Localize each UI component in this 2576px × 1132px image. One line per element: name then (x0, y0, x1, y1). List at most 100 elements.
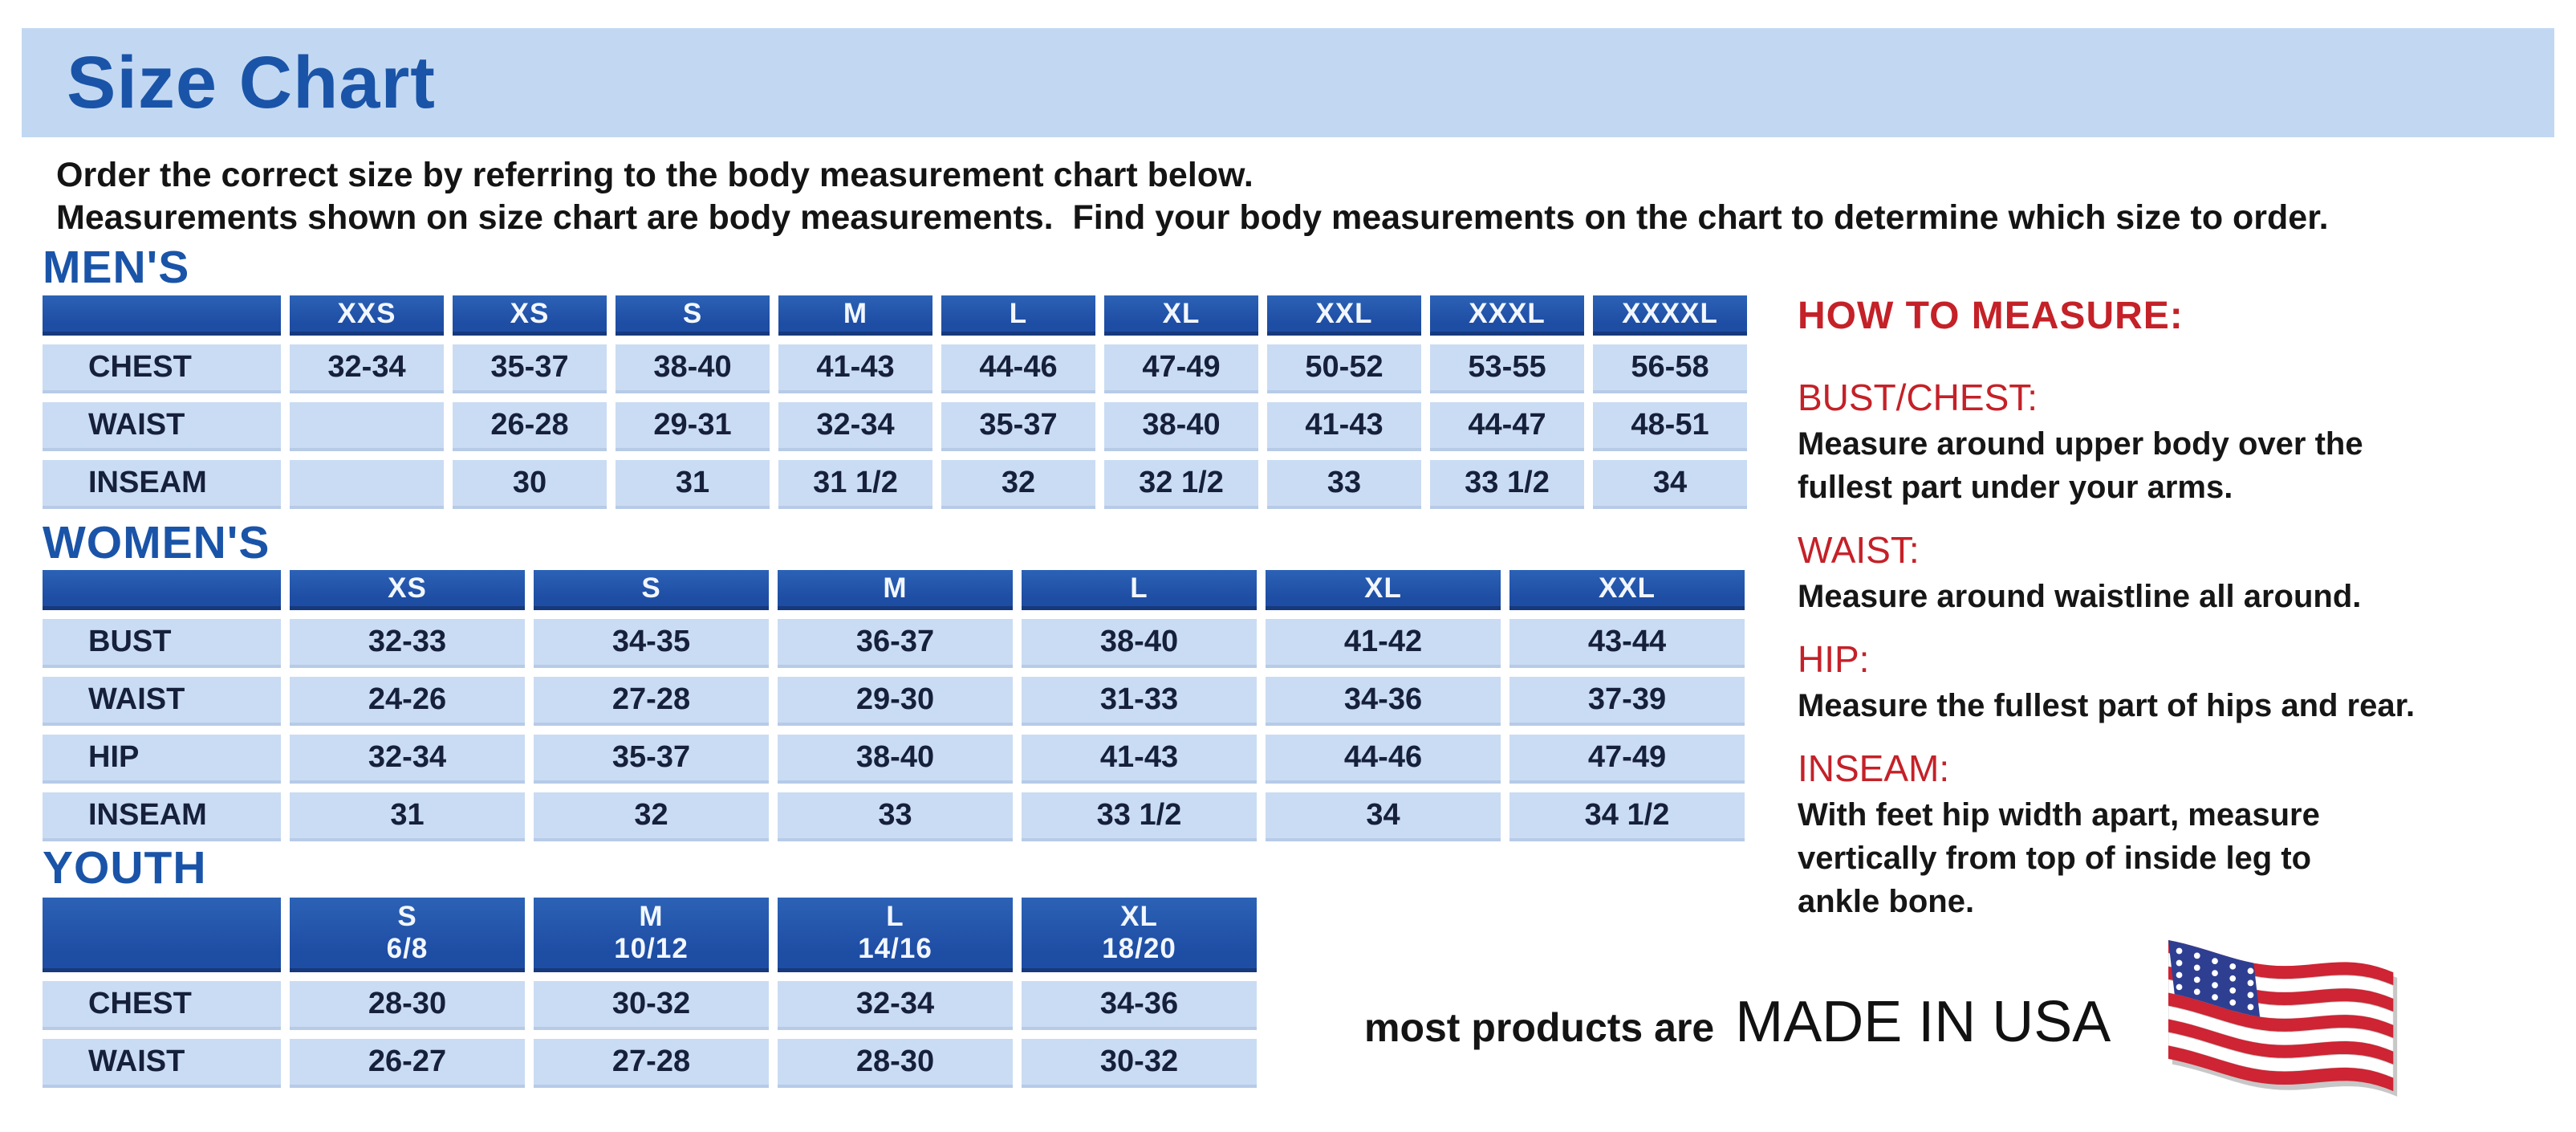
made-in-usa-prefix: most products are (1364, 1005, 1715, 1050)
size-value-cell: 31 (616, 460, 770, 509)
mens-size-table: XXS XS S M L XL XXL XXXL XXXXL CHEST 32-34 35-37 38-… (43, 295, 1747, 509)
size-column-header: S (616, 295, 770, 336)
measure-item-inseam: INSEAM: With feet hip width apart, measu… (1798, 745, 2568, 923)
size-value-cell: 31 (290, 792, 525, 841)
size-value-cell: 32 1/2 (1104, 460, 1258, 509)
size-value-cell: 38-40 (616, 344, 770, 393)
row-label-cell: CHEST (43, 981, 281, 1030)
size-value-cell: 29-30 (778, 677, 1013, 726)
size-value-cell: 30-32 (534, 981, 769, 1030)
size-value-cell: 34 (1266, 792, 1501, 841)
how-to-measure-heading: HOW TO MEASURE: (1798, 295, 2184, 337)
size-value-cell: 37-39 (1509, 677, 1745, 726)
size-value-cell: 27-28 (534, 1039, 769, 1088)
size-column-header: XL 18/20 (1022, 898, 1257, 972)
size-column-header: L 14/16 (778, 898, 1013, 972)
row-label-cell: WAIST (43, 402, 281, 451)
size-value-cell: 26-27 (290, 1039, 525, 1088)
size-value-cell: 44-46 (1266, 735, 1501, 784)
size-value-cell: 44-46 (941, 344, 1095, 393)
size-value-cell: 29-31 (616, 402, 770, 451)
size-column-header: XXXL (1430, 295, 1584, 336)
size-value-cell: 33 1/2 (1022, 792, 1257, 841)
size-value-cell: 32-33 (290, 619, 525, 668)
intro-line-2: Measurements shown on size chart are bod… (56, 198, 2329, 237)
youth-section-heading: YOUTH (43, 842, 207, 894)
size-value-cell: 34 (1593, 460, 1747, 509)
size-value-cell: 41-43 (778, 344, 932, 393)
us-flag-icon (2168, 923, 2401, 1118)
measure-label: BUST/CHEST: (1798, 377, 2038, 418)
measure-item-waist: WAIST: Measure around waistline all arou… (1798, 527, 2568, 618)
size-value-cell: 27-28 (534, 677, 769, 726)
size-column-header: L (1022, 570, 1257, 610)
intro-text: Order the correct size by referring to t… (56, 154, 2528, 239)
size-value-cell: 41-43 (1267, 402, 1421, 451)
size-column-header: L (941, 295, 1095, 336)
row-label-cell: WAIST (43, 677, 281, 726)
size-column-header: XS (290, 570, 525, 610)
measure-text: With feet hip width apart, measure verti… (1798, 797, 2320, 919)
size-column-header: M (778, 570, 1013, 610)
size-column-header: XL (1266, 570, 1501, 610)
page-title-bar: Size Chart (22, 28, 2554, 137)
size-value-cell: 32-34 (290, 735, 525, 784)
size-value-cell: 32-34 (290, 344, 444, 393)
measure-text: Measure around upper body over the fulle… (1798, 426, 2363, 505)
size-column-header: XXXXL (1593, 295, 1747, 336)
size-value-cell (290, 460, 444, 509)
measure-label: INSEAM: (1798, 747, 1950, 789)
size-value-cell: 34-35 (534, 619, 769, 668)
size-value-cell: 32 (941, 460, 1095, 509)
size-column-header: XXL (1509, 570, 1745, 610)
row-label-cell: INSEAM (43, 460, 281, 509)
size-value-cell: 36-37 (778, 619, 1013, 668)
size-value-cell: 32-34 (778, 402, 932, 451)
size-value-cell: 53-55 (1430, 344, 1584, 393)
size-column-header: M 10/12 (534, 898, 769, 972)
size-value-cell: 24-26 (290, 677, 525, 726)
made-in-usa-text: MADE IN USA (1735, 990, 2111, 1054)
size-value-cell: 35-37 (941, 402, 1095, 451)
size-column-header: XS (453, 295, 607, 336)
intro-line-1: Order the correct size by referring to t… (56, 156, 1253, 194)
size-value-cell: 38-40 (778, 735, 1013, 784)
size-value-cell: 32-34 (778, 981, 1013, 1030)
size-value-cell: 47-49 (1104, 344, 1258, 393)
size-value-cell: 38-40 (1022, 619, 1257, 668)
size-value-cell: 33 (778, 792, 1013, 841)
size-column-header: S 6/8 (290, 898, 525, 972)
size-value-cell: 47-49 (1509, 735, 1745, 784)
size-value-cell: 28-30 (778, 1039, 1013, 1088)
size-value-cell: 28-30 (290, 981, 525, 1030)
size-value-cell: 43-44 (1509, 619, 1745, 668)
table-corner-cell (43, 570, 281, 610)
size-value-cell: 44-47 (1430, 402, 1584, 451)
page-title: Size Chart (67, 42, 436, 124)
table-corner-cell (43, 898, 281, 972)
size-value-cell: 26-28 (453, 402, 607, 451)
made-in-usa-line: most products are MADE IN USA (1364, 989, 2111, 1055)
table-corner-cell (43, 295, 281, 336)
row-label-cell: BUST (43, 619, 281, 668)
womens-section-heading: WOMEN'S (43, 517, 270, 568)
size-value-cell: 34 1/2 (1509, 792, 1745, 841)
youth-size-table: S 6/8 M 10/12 L 14/16 XL 18/20 CHEST 28-30 30-… (43, 898, 1257, 1088)
size-value-cell: 50-52 (1267, 344, 1421, 393)
size-column-header: M (778, 295, 932, 336)
measure-text: Measure around waistline all around. (1798, 579, 2362, 614)
row-label-cell: INSEAM (43, 792, 281, 841)
size-value-cell: 31 1/2 (778, 460, 932, 509)
how-to-measure-section: HOW TO MEASURE: BUST/CHEST: Measure arou… (1798, 295, 2568, 941)
measure-label: HIP: (1798, 638, 1870, 680)
size-value-cell: 38-40 (1104, 402, 1258, 451)
size-value-cell: 41-42 (1266, 619, 1501, 668)
row-label-cell: WAIST (43, 1039, 281, 1088)
size-value-cell: 32 (534, 792, 769, 841)
womens-size-table: XS S M L XL XXL BUST 32-33 34-35 36-37 38-40 41-42 4… (43, 570, 1745, 841)
size-value-cell: 34-36 (1266, 677, 1501, 726)
measure-item-hip: HIP: Measure the fullest part of hips an… (1798, 636, 2568, 727)
size-value-cell: 41-43 (1022, 735, 1257, 784)
row-label-cell: CHEST (43, 344, 281, 393)
